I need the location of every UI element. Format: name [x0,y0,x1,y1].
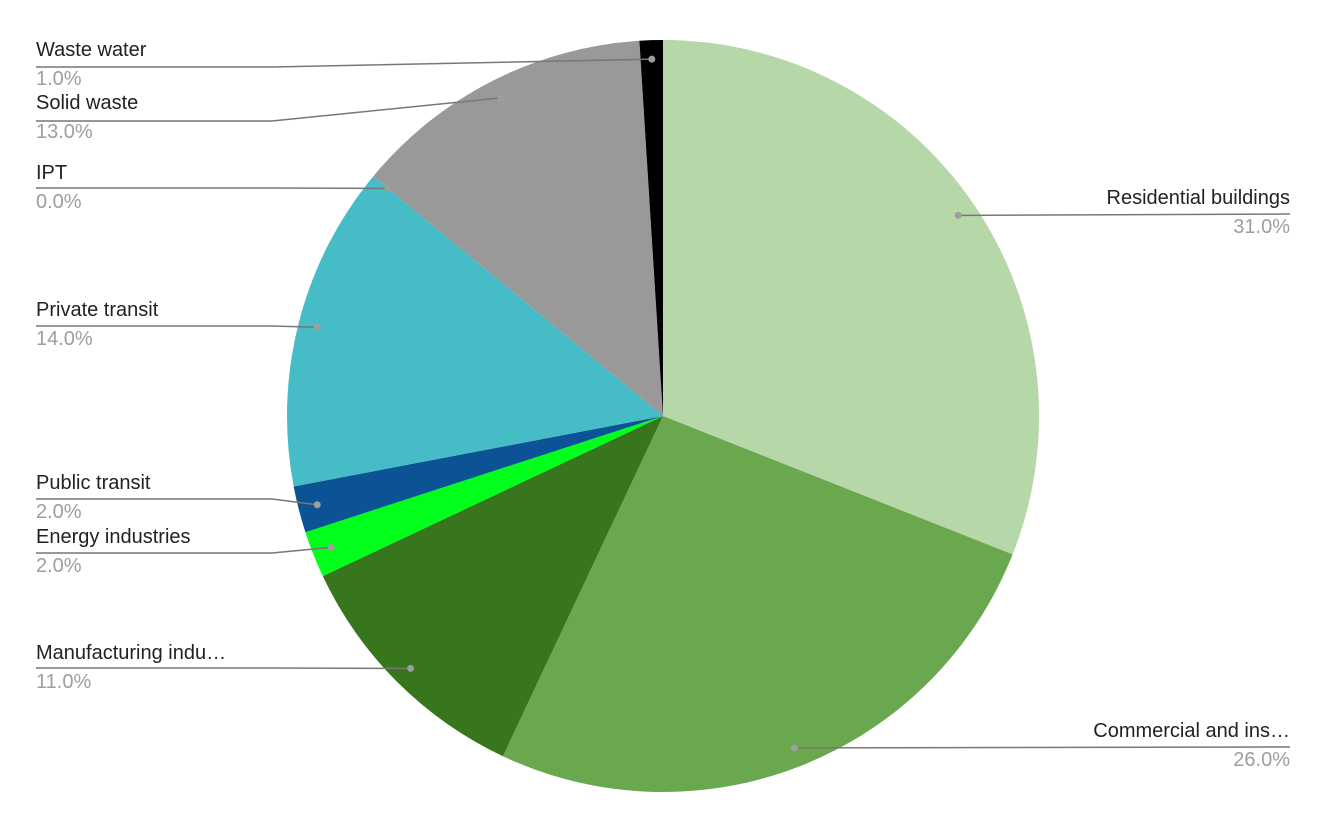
slice-name: Private transit [36,299,159,321]
data-label-private-transit: Private transit 14.0% [36,300,158,349]
leader-line-waste-water [36,58,652,68]
leader-dot-residential-buildings [954,211,962,219]
leader-line-energy-industries [36,546,332,554]
slice-name: Residential buildings [1106,187,1290,209]
leader-dot-commercial-and-ins [790,744,798,752]
leader-dot-private-transit [313,323,321,331]
pie-slice-private-transit[interactable] [287,176,663,487]
leader-dot-public-transit [313,501,321,509]
leader-dot-solid-waste [497,94,505,102]
leader-dot-waste-water [648,55,656,63]
slice-percent: 0.0% [36,191,82,213]
pie-slice-commercial-and-ins[interactable] [502,416,1013,792]
pie-slice-residential-buildings[interactable] [663,40,1039,555]
slice-percent: 2.0% [36,555,82,577]
slice-percent: 1.0% [36,68,82,90]
pie-slice-solid-waste[interactable] [373,40,663,417]
leader-line-residential-buildings [958,213,1291,217]
slice-name: IPT [36,162,68,184]
slice-percent: 2.0% [36,501,82,523]
leader-dot-energy-industries [327,543,335,551]
pie-slice-public-transit[interactable] [293,416,663,533]
slice-name: Manufacturing indu… [36,642,227,664]
pie-slice-energy-industries[interactable] [305,416,663,577]
data-label-residential-buildings: Residential buildings 31.0% [1107,188,1290,237]
slice-percent: 31.0% [1233,216,1290,238]
slice-name: Solid waste [36,92,139,114]
data-label-ipt: IPT 0.0% [36,163,82,212]
leader-line-public-transit [36,498,318,506]
slice-name: Energy industries [36,526,191,548]
pie-slice-waste-water[interactable] [639,40,663,416]
leader-line-private-transit [36,325,318,328]
slice-name: Commercial and ins… [1093,720,1290,742]
slice-percent: 13.0% [36,121,93,143]
leader-dot-manufacturing-indu [407,664,415,672]
slice-percent: 26.0% [1233,749,1290,771]
slice-percent: 14.0% [36,328,93,350]
slice-name: Public transit [36,472,151,494]
data-label-public-transit: Public transit 2.0% [36,473,151,522]
data-label-energy-industries: Energy industries 2.0% [36,527,191,576]
slice-name: Waste water [36,39,147,61]
leader-line-solid-waste [36,97,502,122]
leader-dot-ipt [384,184,392,192]
slice-percent: 11.0% [36,671,92,693]
data-label-solid-waste: Solid waste 13.0% [36,93,138,142]
leader-line-commercial-and-ins [794,746,1291,749]
data-label-manufacturing-indu: Manufacturing indu… 11.0% [36,643,226,692]
data-label-commercial-and-ins: Commercial and ins… 26.0% [1093,721,1290,770]
data-label-waste-water: Waste water 1.0% [36,40,146,89]
pie-slice-manufacturing-indu[interactable] [322,416,663,757]
